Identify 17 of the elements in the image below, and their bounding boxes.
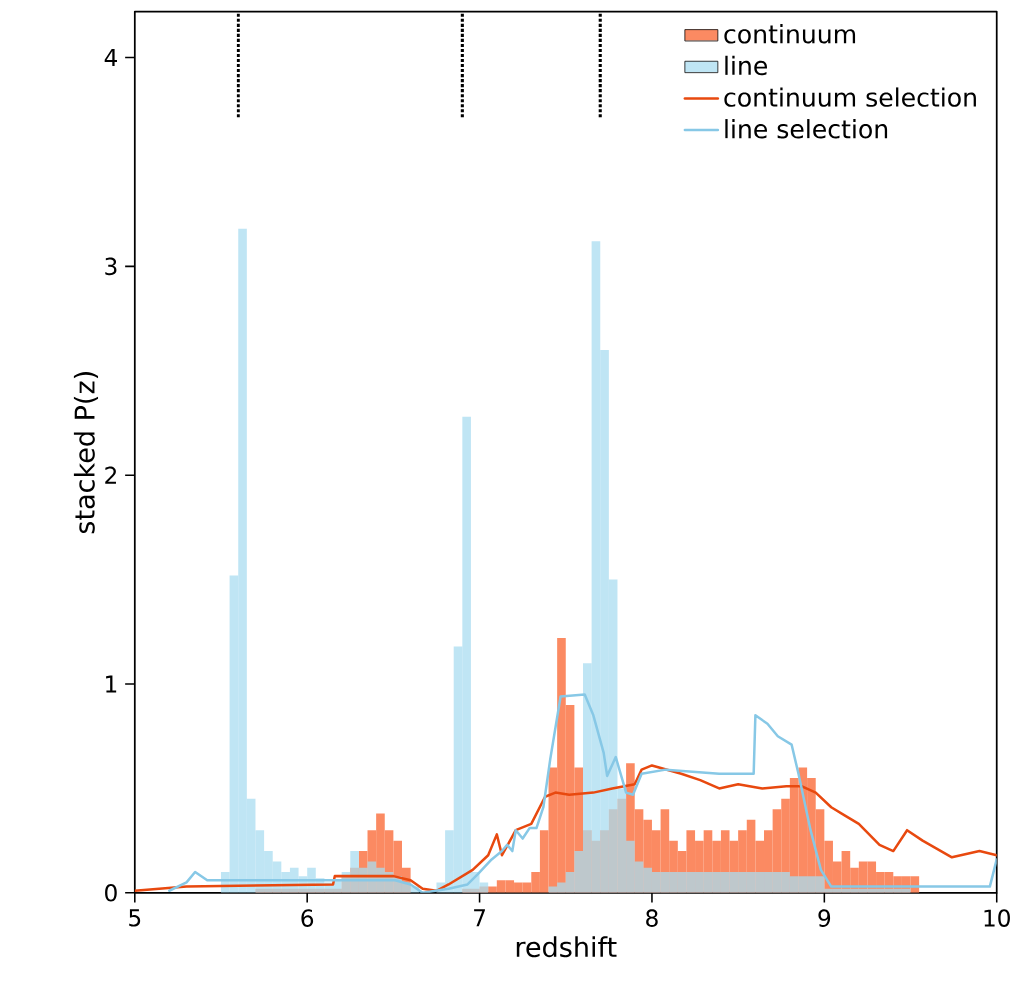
y-tick-label: 2	[105, 466, 116, 484]
x-tick-label: 8	[646, 909, 658, 928]
legend-label: continuum selection	[724, 87, 976, 108]
x-tick-label: 7	[474, 909, 485, 927]
x-tick-label: 6	[301, 909, 314, 928]
x-tick-label: 10	[984, 909, 1010, 928]
legend-label: continuum	[724, 24, 856, 44]
legend-label: line selection	[725, 119, 888, 139]
y-tick-label: 3	[105, 257, 117, 276]
y-axis-title: stacked P(z)	[73, 372, 99, 534]
x-axis-title: redshift	[516, 936, 617, 958]
legend-label: line	[725, 55, 767, 76]
y-tick-label: 1	[106, 675, 117, 693]
x-tick-label: 5	[129, 909, 141, 927]
y-tick-label: 0	[105, 884, 117, 902]
y-tick-label: 4	[104, 49, 118, 67]
x-tick-label: 9	[818, 909, 831, 928]
